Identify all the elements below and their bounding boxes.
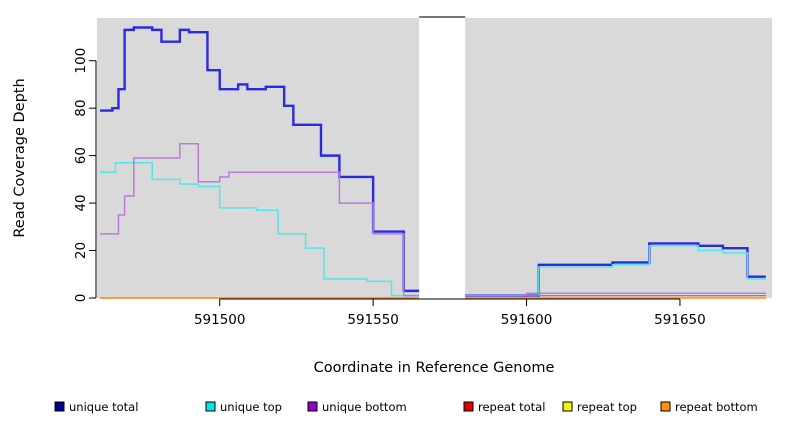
series-line-unique-top [100,161,420,297]
series-line-unique-bottom [100,143,420,297]
plot-area-gap [419,18,466,298]
gap-annotation-bar [419,16,466,18]
y-tick-label: 40 [73,194,89,211]
legend-swatch-unique-total [54,401,65,412]
y-tick-label: 100 [73,48,89,74]
legend-label-repeat-total: repeat total [478,400,545,414]
plot-area-right [465,18,772,298]
x-axis-ticks: 591500 591550 591600 591650 [194,299,706,328]
chart-legend: unique total unique top unique bottom repea… [54,400,758,414]
legend-label-repeat-bottom: repeat bottom [675,400,758,414]
legend-swatch-repeat-total [463,401,474,412]
series-line-unique-total [100,26,420,293]
series-lines [100,26,766,299]
legend-label-unique-total: unique total [69,400,138,414]
x-tick-label: 591550 [347,312,399,328]
y-tick-label: 20 [73,242,89,259]
axes [95,60,680,300]
y-tick-label: 60 [73,147,89,164]
y-tick-label: 0 [73,294,89,303]
legend-swatch-unique-top [205,401,216,412]
legend-swatch-repeat-top [562,401,573,412]
legend-swatch-unique-bottom [307,401,318,412]
legend-swatch-repeat-bottom [660,401,671,412]
x-tick-label: 591600 [501,312,553,328]
y-tick-label: 80 [73,100,89,117]
legend-label-unique-bottom: unique bottom [322,400,407,414]
x-tick-label: 591500 [194,312,246,328]
y-axis-title: Read Coverage Depth [12,78,28,237]
gap-top-bar [419,16,466,18]
x-axis-title: Coordinate in Reference Genome [314,360,555,376]
plot-background [97,18,772,298]
y-axis-ticks: 0 20 40 60 80 100 [73,48,96,302]
x-tick-label: 591650 [654,312,706,328]
legend-label-unique-top: unique top [220,400,282,414]
legend-label-repeat-top: repeat top [577,400,637,414]
